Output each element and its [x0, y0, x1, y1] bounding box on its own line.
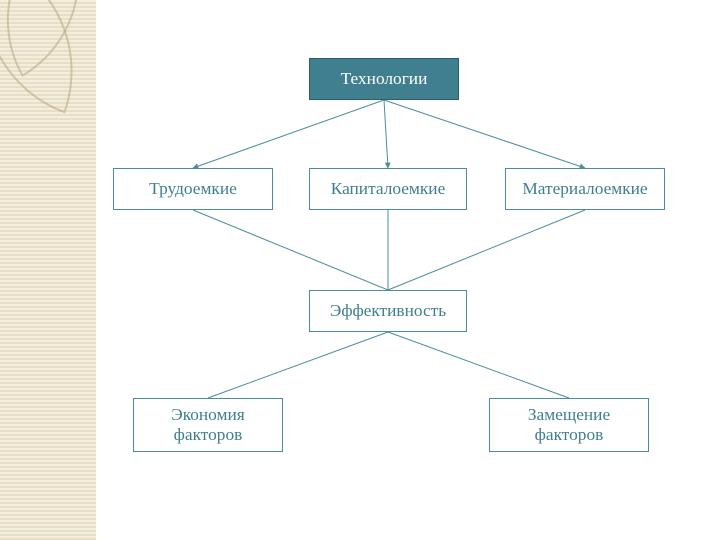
node-material: Материалоемкие — [505, 168, 665, 210]
node-subst: Замещение факторов — [489, 398, 649, 452]
edge-eff-save — [208, 332, 388, 398]
node-label: Трудоемкие — [149, 179, 237, 199]
node-label: Капиталоемкие — [331, 179, 446, 199]
edge-material-eff — [388, 210, 585, 290]
node-tech: Технологии — [309, 58, 459, 100]
diagram-stage: Технологии Трудоемкие Капиталоемкие Материа… — [0, 0, 720, 540]
edge-eff-subst — [388, 332, 569, 398]
node-labor: Трудоемкие — [113, 168, 273, 210]
edge-tech-capital — [384, 100, 388, 168]
node-label: Технологии — [341, 69, 428, 89]
node-eff: Эффективность — [309, 290, 467, 332]
node-label: Замещение факторов — [528, 405, 610, 445]
edge-labor-eff — [193, 210, 388, 290]
node-capital: Капиталоемкие — [309, 168, 467, 210]
edge-tech-material — [384, 100, 585, 168]
node-label: Материалоемкие — [522, 179, 647, 199]
edge-tech-labor — [193, 100, 384, 168]
node-save: Экономия факторов — [133, 398, 283, 452]
node-label: Экономия факторов — [171, 405, 244, 445]
node-label: Эффективность — [330, 301, 446, 321]
